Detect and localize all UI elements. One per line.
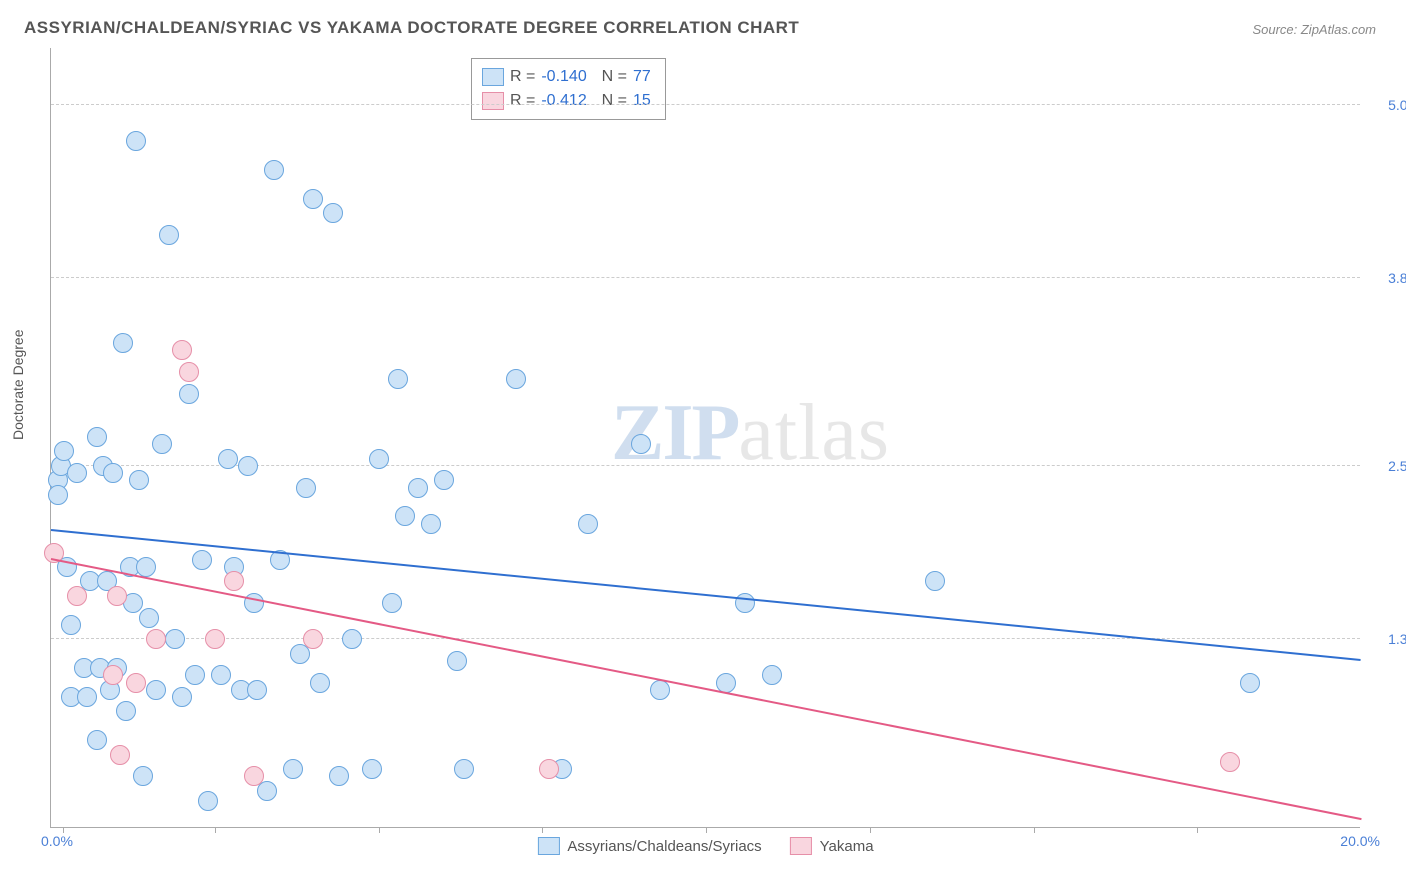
scatter-point bbox=[103, 463, 123, 483]
scatter-point bbox=[113, 333, 133, 353]
scatter-point bbox=[454, 759, 474, 779]
xaxis-max-label: 20.0% bbox=[1340, 833, 1380, 849]
scatter-point bbox=[631, 434, 651, 454]
scatter-point bbox=[110, 745, 130, 765]
scatter-point bbox=[126, 131, 146, 151]
scatter-point bbox=[61, 615, 81, 635]
scatter-point bbox=[107, 586, 127, 606]
ytick-label: 5.0% bbox=[1370, 97, 1406, 113]
yaxis-label: Doctorate Degree bbox=[10, 329, 26, 440]
scatter-point bbox=[303, 629, 323, 649]
stats-legend-row: R = -0.412 N = 15 bbox=[482, 89, 651, 113]
scatter-point bbox=[303, 189, 323, 209]
xtick bbox=[1197, 827, 1198, 833]
scatter-point bbox=[133, 766, 153, 786]
scatter-point bbox=[179, 384, 199, 404]
xtick bbox=[379, 827, 380, 833]
scatter-point bbox=[192, 550, 212, 570]
scatter-point bbox=[224, 571, 244, 591]
stats-legend-row: R = -0.140 N = 77 bbox=[482, 65, 651, 89]
scatter-point bbox=[421, 514, 441, 534]
scatter-point bbox=[323, 203, 343, 223]
scatter-point bbox=[172, 340, 192, 360]
series-legend: Assyrians/Chaldeans/Syriacs Yakama bbox=[537, 837, 873, 855]
scatter-point bbox=[87, 730, 107, 750]
scatter-point bbox=[244, 766, 264, 786]
xtick bbox=[706, 827, 707, 833]
scatter-point bbox=[539, 759, 559, 779]
legend-item: Yakama bbox=[790, 837, 874, 855]
scatter-point bbox=[67, 463, 87, 483]
stats-legend: R = -0.140 N = 77R = -0.412 N = 15 bbox=[471, 58, 666, 120]
scatter-point bbox=[205, 629, 225, 649]
scatter-point bbox=[296, 478, 316, 498]
scatter-point bbox=[129, 470, 149, 490]
ytick-label: 1.3% bbox=[1370, 631, 1406, 647]
ytick-label: 3.8% bbox=[1370, 270, 1406, 286]
scatter-point bbox=[1240, 673, 1260, 693]
scatter-point bbox=[735, 593, 755, 613]
scatter-point bbox=[762, 665, 782, 685]
gridline bbox=[51, 277, 1360, 278]
scatter-point bbox=[382, 593, 402, 613]
chart-plot-area: ZIPatlas R = -0.140 N = 77R = -0.412 N =… bbox=[50, 48, 1360, 828]
scatter-point bbox=[447, 651, 467, 671]
scatter-point bbox=[329, 766, 349, 786]
scatter-point bbox=[925, 571, 945, 591]
xtick bbox=[63, 827, 64, 833]
scatter-point bbox=[283, 759, 303, 779]
scatter-point bbox=[136, 557, 156, 577]
scatter-point bbox=[1220, 752, 1240, 772]
scatter-point bbox=[48, 485, 68, 505]
scatter-point bbox=[152, 434, 172, 454]
xtick bbox=[870, 827, 871, 833]
scatter-point bbox=[395, 506, 415, 526]
scatter-point bbox=[159, 225, 179, 245]
scatter-point bbox=[67, 586, 87, 606]
scatter-point bbox=[388, 369, 408, 389]
scatter-point bbox=[578, 514, 598, 534]
scatter-point bbox=[650, 680, 670, 700]
legend-item: Assyrians/Chaldeans/Syriacs bbox=[537, 837, 761, 855]
scatter-point bbox=[77, 687, 97, 707]
scatter-point bbox=[198, 791, 218, 811]
scatter-point bbox=[185, 665, 205, 685]
xtick bbox=[215, 827, 216, 833]
scatter-point bbox=[165, 629, 185, 649]
scatter-point bbox=[238, 456, 258, 476]
scatter-point bbox=[211, 665, 231, 685]
scatter-point bbox=[408, 478, 428, 498]
xtick bbox=[1034, 827, 1035, 833]
scatter-point bbox=[116, 701, 136, 721]
scatter-point bbox=[506, 369, 526, 389]
scatter-point bbox=[342, 629, 362, 649]
scatter-point bbox=[126, 673, 146, 693]
ytick-label: 2.5% bbox=[1370, 458, 1406, 474]
scatter-point bbox=[139, 608, 159, 628]
scatter-point bbox=[146, 680, 166, 700]
scatter-point bbox=[362, 759, 382, 779]
scatter-point bbox=[310, 673, 330, 693]
scatter-point bbox=[179, 362, 199, 382]
scatter-point bbox=[218, 449, 238, 469]
chart-title: ASSYRIAN/CHALDEAN/SYRIAC VS YAKAMA DOCTO… bbox=[24, 18, 799, 38]
scatter-point bbox=[54, 441, 74, 461]
scatter-point bbox=[172, 687, 192, 707]
scatter-point bbox=[369, 449, 389, 469]
source-label: Source: ZipAtlas.com bbox=[1252, 22, 1376, 37]
xtick bbox=[542, 827, 543, 833]
xaxis-min-label: 0.0% bbox=[41, 833, 73, 849]
scatter-point bbox=[434, 470, 454, 490]
scatter-point bbox=[103, 665, 123, 685]
scatter-point bbox=[87, 427, 107, 447]
scatter-point bbox=[146, 629, 166, 649]
gridline bbox=[51, 104, 1360, 105]
scatter-point bbox=[247, 680, 267, 700]
scatter-point bbox=[264, 160, 284, 180]
